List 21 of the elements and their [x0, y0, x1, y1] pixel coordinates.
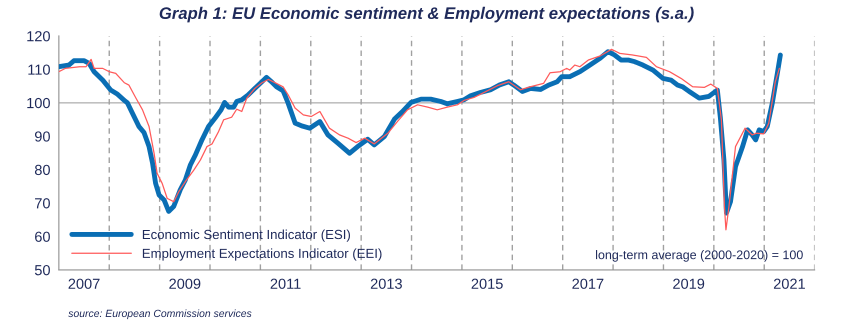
- y-tick-label: 70: [35, 198, 50, 208]
- y-tick-label: 60: [35, 232, 50, 242]
- y-tick-label: 80: [34, 164, 50, 176]
- x-tick-label: 2009: [169, 278, 200, 289]
- x-tick-label: 2007: [68, 278, 100, 289]
- source-note: source: European Commission services: [68, 309, 252, 320]
- y-tick-label: 120: [27, 31, 50, 42]
- y-tick-label: 110: [28, 64, 50, 75]
- y-tick-label: 90: [34, 131, 50, 142]
- x-tick-label: 2019: [673, 278, 704, 289]
- legend-label: Economic Sentiment Indicator (ESI): [142, 229, 350, 242]
- x-tick-label: 2021: [774, 278, 805, 289]
- y-tick-label: 100: [27, 98, 50, 108]
- annotation: long-term average (2000-2020) = 100: [596, 250, 803, 262]
- x-tick-label: 2017: [572, 278, 604, 289]
- x-tick-label: 2015: [472, 278, 503, 289]
- x-tick-label: 2013: [370, 278, 402, 289]
- x-tick-label: 2011: [270, 278, 301, 289]
- legend-label: Employment Expectations Indicator (EEI): [142, 248, 382, 261]
- chart-title: Graph 1: EU Economic sentiment & Employment expectations (s.a.): [160, 6, 694, 22]
- y-tick-label: 50: [34, 264, 50, 276]
